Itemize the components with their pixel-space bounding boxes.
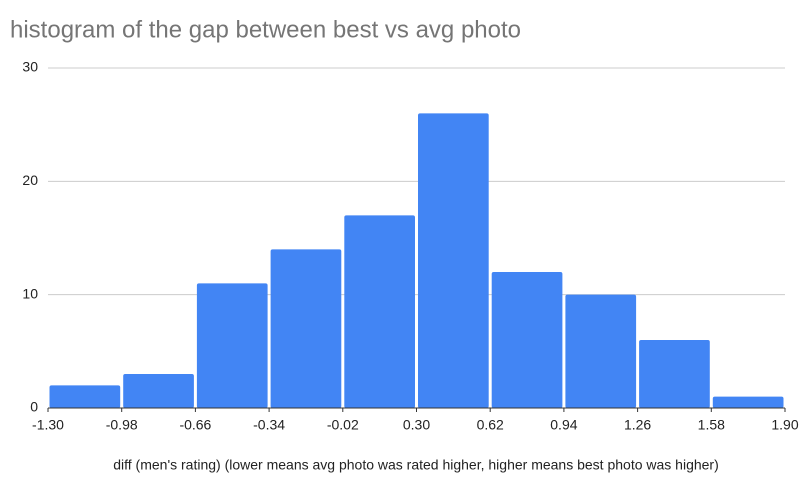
bar — [270, 249, 342, 408]
bar — [196, 283, 268, 408]
x-tick-label: 0.62 — [477, 417, 504, 433]
chart-title: histogram of the gap between best vs avg… — [10, 16, 521, 43]
y-tick-label: 10 — [22, 285, 38, 301]
x-tick-label: -0.34 — [253, 417, 285, 433]
x-tick-label: -0.98 — [106, 417, 138, 433]
bar — [491, 272, 563, 408]
x-tick-label: 1.58 — [698, 417, 725, 433]
x-tick-label: -0.66 — [179, 417, 211, 433]
x-tick-label: 0.94 — [550, 417, 577, 433]
bar — [123, 374, 194, 408]
x-tick-label: 1.90 — [771, 417, 798, 433]
x-tick-label: -0.02 — [327, 417, 359, 433]
y-tick-label: 30 — [22, 59, 38, 75]
bar — [344, 215, 415, 408]
y-tick-label: 0 — [30, 399, 38, 415]
bar — [639, 340, 710, 408]
x-tick-label: 0.30 — [403, 417, 430, 433]
x-axis-label: diff (men's rating) (lower means avg pho… — [113, 457, 719, 473]
bar — [418, 113, 489, 408]
bar — [49, 385, 121, 408]
bar — [712, 396, 784, 408]
x-tick-label: -1.30 — [32, 417, 64, 433]
y-tick-label: 20 — [22, 172, 38, 188]
x-tick-label: 1.26 — [624, 417, 651, 433]
bar — [565, 294, 637, 408]
